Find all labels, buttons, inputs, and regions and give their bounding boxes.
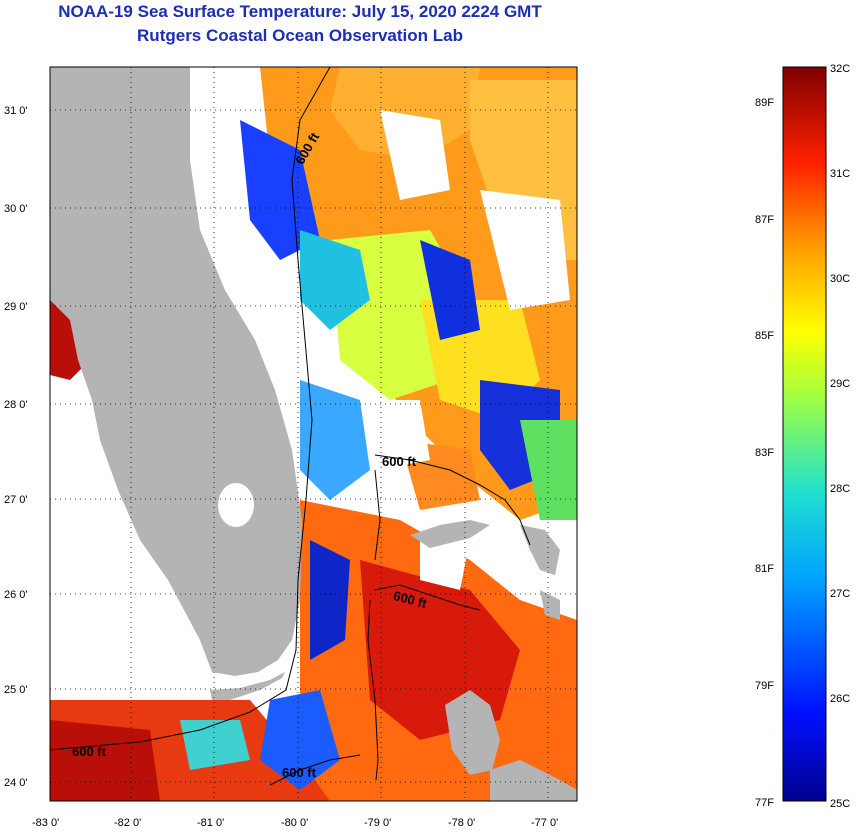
lake-okeechobee <box>218 483 254 527</box>
cb-c-25: 25C <box>830 798 850 810</box>
cb-c-31: 31C <box>830 168 850 180</box>
lat-tick-31: 31 0' <box>4 105 28 117</box>
cb-c-26: 26C <box>830 693 850 705</box>
sst-data-layer <box>50 67 577 801</box>
lat-tick-24: 24 0' <box>4 777 28 789</box>
cuba-edge <box>490 760 577 801</box>
bahamas-grand-bahama <box>410 520 490 548</box>
map-subtitle: Rutgers Coastal Ocean Observation Lab <box>137 26 463 45</box>
latitude-axis: 31 0' 30 0' 29 0' 28 0' 27 0' 26 0' 25 0… <box>4 105 28 789</box>
lat-tick-27: 27 0' <box>4 494 28 506</box>
cb-f-83: 83F <box>755 447 774 459</box>
map-frame <box>49 66 578 802</box>
cb-c-29: 29C <box>830 378 850 390</box>
cb-f-89: 89F <box>755 97 774 109</box>
lat-tick-28: 28 0' <box>4 399 28 411</box>
contour-label-grand-bahama: 600 ft <box>382 454 417 469</box>
lon-tick-81: -81 0' <box>197 817 224 829</box>
lat-tick-26: 26 0' <box>4 589 28 601</box>
lon-tick-82: -82 0' <box>114 817 141 829</box>
longitude-axis: -83 0' -82 0' -81 0' -80 0' -79 0' -78 0… <box>32 817 558 829</box>
cb-c-28: 28C <box>830 483 850 495</box>
bahamas-abaco <box>520 525 560 575</box>
cb-c-30: 30C <box>830 273 850 285</box>
lat-tick-30: 30 0' <box>4 203 28 215</box>
cb-f-85: 85F <box>755 330 774 342</box>
map-title: NOAA-19 Sea Surface Temperature: July 15… <box>58 2 542 21</box>
florida-keys <box>210 672 285 700</box>
land-layer <box>50 67 577 801</box>
lon-tick-79: -79 0' <box>364 817 391 829</box>
cb-c-32: 32C <box>830 63 850 75</box>
cb-f-81: 81F <box>755 563 774 575</box>
bahamas-eleuthera <box>540 590 560 620</box>
cb-f-79: 79F <box>755 680 774 692</box>
lon-tick-77: -77 0' <box>531 817 558 829</box>
lon-tick-78: -78 0' <box>448 817 475 829</box>
lon-tick-80: -80 0' <box>281 817 308 829</box>
contour-label-south: 600 ft <box>282 765 317 780</box>
bahamas-andros <box>445 690 500 775</box>
map-panel: 600 ft 600 ft 600 ft 600 ft 600 ft <box>50 67 577 801</box>
bathymetry-contours <box>50 67 531 786</box>
cb-f-77: 77F <box>755 797 774 809</box>
cb-c-27: 27C <box>830 588 850 600</box>
cb-f-87: 87F <box>755 214 774 226</box>
lat-tick-25: 25 0' <box>4 684 28 696</box>
contour-label-keys: 600 ft <box>72 744 107 759</box>
lon-tick-83: -83 0' <box>32 817 59 829</box>
colorbar-gradient <box>782 66 827 802</box>
temperature-colorbar: 32C 31C 30C 29C 28C 27C 26C 25C 89F 87F … <box>755 63 850 810</box>
lat-tick-29: 29 0' <box>4 301 28 313</box>
